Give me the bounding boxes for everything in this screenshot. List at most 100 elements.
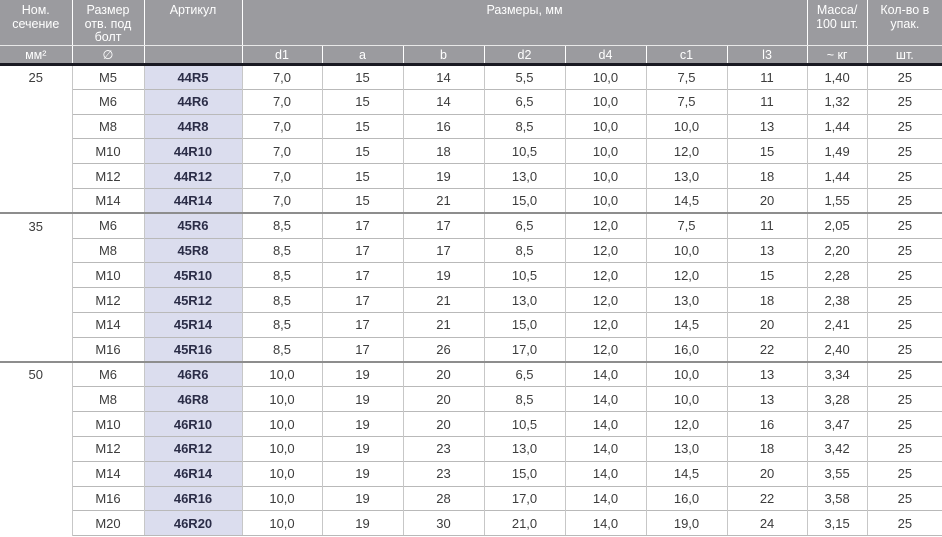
dim-b-cell: 21 <box>403 287 485 313</box>
dim-a-cell: 19 <box>322 510 404 537</box>
article-cell: 45R12 <box>144 287 243 313</box>
dim-d1-cell: 10,0 <box>242 386 323 412</box>
dim-a-cell: 15 <box>322 113 404 139</box>
nominal-section-cell <box>0 89 73 115</box>
article-cell: 46R8 <box>144 386 243 412</box>
pack-qty-cell: 25 <box>867 411 942 437</box>
dim-b-cell: 20 <box>403 361 485 387</box>
dim-a-cell: 17 <box>322 262 404 288</box>
dim-l3-cell: 18 <box>727 435 808 462</box>
dim-d1-cell: 8,5 <box>242 212 323 239</box>
dim-b-cell: 17 <box>403 212 485 239</box>
table-row: 35 M6 45R6 8,5 17 17 6,5 12,0 7,5 11 2,05 25 <box>0 212 942 239</box>
pack-qty-cell: 25 <box>867 262 942 288</box>
dim-l3-cell: 20 <box>727 187 808 214</box>
header-unit-row: мм² ∅ d1 a b d2 d4 c1 l3 ~ кг шт. <box>0 45 942 66</box>
mass-cell: 3,34 <box>807 361 868 387</box>
dim-c1-cell: 13,0 <box>646 287 728 313</box>
nominal-section-cell <box>0 287 73 313</box>
mass-cell: 1,49 <box>807 138 868 164</box>
dim-d4-cell: 12,0 <box>565 237 647 263</box>
pack-qty-cell: 25 <box>867 113 942 139</box>
unit-d4: d4 <box>565 45 647 66</box>
dim-a-cell: 15 <box>322 187 404 214</box>
pack-qty-cell: 25 <box>867 336 942 363</box>
unit-mm2: мм² <box>0 45 73 66</box>
dim-l3-cell: 13 <box>727 386 808 412</box>
dim-b-cell: 30 <box>403 510 485 537</box>
dim-c1-cell: 10,0 <box>646 113 728 139</box>
dim-d1-cell: 10,0 <box>242 411 323 437</box>
dim-d4-cell: 12,0 <box>565 212 647 239</box>
dim-d4-cell: 10,0 <box>565 88 647 115</box>
dim-c1-cell: 12,0 <box>646 138 728 164</box>
dim-a-cell: 15 <box>322 163 404 189</box>
unit-d1: d1 <box>242 45 323 66</box>
nominal-section-cell <box>0 188 73 214</box>
dim-l3-cell: 18 <box>727 163 808 189</box>
nominal-section-cell: 35 <box>0 212 73 239</box>
dim-d4-cell: 10,0 <box>565 138 647 164</box>
dim-d2-cell: 6,5 <box>484 88 566 115</box>
dim-l3-cell: 13 <box>727 361 808 387</box>
unit-d2: d2 <box>484 45 566 66</box>
table-body: 25 M5 44R5 7,0 15 14 5,5 10,0 7,5 11 1,40 25 M6 44R6 7… <box>0 64 942 537</box>
dim-d4-cell: 10,0 <box>565 64 647 90</box>
nominal-section-cell <box>0 262 73 288</box>
dim-d2-cell: 6,5 <box>484 212 566 239</box>
mass-cell: 1,40 <box>807 64 868 90</box>
bolt-size-cell: M6 <box>72 88 145 115</box>
pack-qty-cell: 25 <box>867 361 942 387</box>
dim-d1-cell: 8,5 <box>242 237 323 263</box>
dim-d2-cell: 6,5 <box>484 361 566 387</box>
table-row: M8 44R8 7,0 15 16 8,5 10,0 10,0 13 1,44 25 <box>0 113 942 139</box>
mass-cell: 3,47 <box>807 411 868 437</box>
unit-c1: c1 <box>646 45 728 66</box>
dim-a-cell: 15 <box>322 88 404 115</box>
dim-d4-cell: 12,0 <box>565 311 647 338</box>
mass-cell: 2,05 <box>807 212 868 239</box>
article-cell: 45R14 <box>144 311 243 338</box>
bolt-size-cell: M14 <box>72 187 145 214</box>
bolt-size-cell: M8 <box>72 386 145 412</box>
bolt-size-cell: M14 <box>72 460 145 487</box>
table-row: 25 M5 44R5 7,0 15 14 5,5 10,0 7,5 11 1,40 25 <box>0 64 942 90</box>
table-row: 50 M6 46R6 10,0 19 20 6,5 14,0 10,0 13 3,34 25 <box>0 361 942 387</box>
dim-c1-cell: 12,0 <box>646 411 728 437</box>
dim-l3-cell: 15 <box>727 262 808 288</box>
pack-qty-cell: 25 <box>897 69 913 85</box>
dim-d1-cell: 7,0 <box>242 187 323 214</box>
table-row: M6 44R6 7,0 15 14 6,5 10,0 7,5 11 1,32 25 <box>0 88 942 115</box>
table-row: M14 46R14 10,0 19 23 15,0 14,0 14,5 20 3,55 25 <box>0 460 942 487</box>
dim-d4-cell: 14,0 <box>565 361 647 387</box>
mass-cell: 1,55 <box>807 187 868 214</box>
dim-d4-cell: 14,0 <box>565 510 647 537</box>
nominal-section-cell <box>0 461 73 487</box>
bolt-size-cell: M14 <box>72 311 145 338</box>
nominal-section-cell <box>0 163 73 189</box>
unit-b: b <box>403 45 485 66</box>
mass-cell: 1,44 <box>807 163 868 189</box>
dim-a-cell: 17 <box>322 287 404 313</box>
pack-qty-cell: 25 <box>867 386 942 412</box>
mass-cell: 1,32 <box>807 88 868 115</box>
dim-d2-cell: 8,5 <box>484 237 566 263</box>
bolt-size-cell: M8 <box>72 237 145 263</box>
dim-b-cell: 14 <box>403 64 485 90</box>
nominal-section-cell <box>0 486 73 511</box>
dim-d4-cell: 12,0 <box>565 336 647 363</box>
pack-qty-cell: 25 <box>867 435 942 462</box>
dim-c1-cell: 10,0 <box>646 386 728 412</box>
bolt-size-cell: M10 <box>72 411 145 437</box>
dim-d2-cell: 13,0 <box>484 435 566 462</box>
nominal-section-cell <box>0 411 73 437</box>
table-row: M8 45R8 8,5 17 17 8,5 12,0 10,0 13 2,20 25 <box>0 237 942 263</box>
dim-d1-cell: 8,5 <box>242 262 323 288</box>
article-cell: 46R20 <box>144 510 243 537</box>
dim-d4-cell: 14,0 <box>565 460 647 487</box>
dim-c1-cell: 12,0 <box>646 262 728 288</box>
mass-cell: 2,28 <box>807 262 868 288</box>
bolt-size-cell: M12 <box>72 435 145 462</box>
bolt-size-cell: M10 <box>72 262 145 288</box>
dim-c1-cell: 13,0 <box>646 163 728 189</box>
